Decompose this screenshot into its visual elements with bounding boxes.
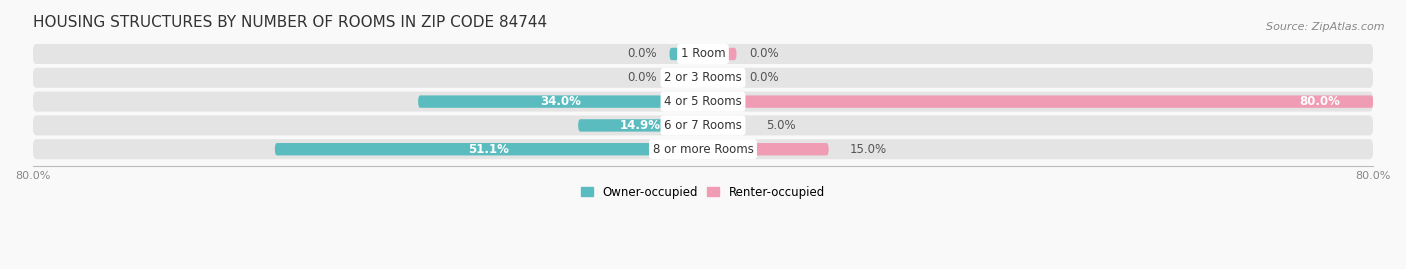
FancyBboxPatch shape — [669, 48, 703, 60]
FancyBboxPatch shape — [669, 72, 703, 84]
FancyBboxPatch shape — [32, 68, 1374, 88]
Text: 0.0%: 0.0% — [749, 71, 779, 84]
Text: HOUSING STRUCTURES BY NUMBER OF ROOMS IN ZIP CODE 84744: HOUSING STRUCTURES BY NUMBER OF ROOMS IN… — [32, 15, 547, 30]
Text: 0.0%: 0.0% — [749, 48, 779, 61]
Text: 5.0%: 5.0% — [766, 119, 796, 132]
Legend: Owner-occupied, Renter-occupied: Owner-occupied, Renter-occupied — [576, 181, 830, 204]
FancyBboxPatch shape — [32, 44, 1374, 64]
FancyBboxPatch shape — [274, 143, 703, 155]
Text: 15.0%: 15.0% — [849, 143, 887, 156]
FancyBboxPatch shape — [703, 72, 737, 84]
FancyBboxPatch shape — [703, 119, 745, 132]
FancyBboxPatch shape — [32, 139, 1374, 159]
Text: 6 or 7 Rooms: 6 or 7 Rooms — [664, 119, 742, 132]
FancyBboxPatch shape — [418, 95, 703, 108]
Text: 0.0%: 0.0% — [627, 48, 657, 61]
Text: 34.0%: 34.0% — [540, 95, 581, 108]
Text: Source: ZipAtlas.com: Source: ZipAtlas.com — [1267, 22, 1385, 31]
FancyBboxPatch shape — [703, 95, 1374, 108]
Text: 51.1%: 51.1% — [468, 143, 509, 156]
FancyBboxPatch shape — [32, 92, 1374, 112]
FancyBboxPatch shape — [32, 115, 1374, 135]
Text: 4 or 5 Rooms: 4 or 5 Rooms — [664, 95, 742, 108]
Text: 8 or more Rooms: 8 or more Rooms — [652, 143, 754, 156]
FancyBboxPatch shape — [703, 48, 737, 60]
Text: 80.0%: 80.0% — [1299, 95, 1340, 108]
FancyBboxPatch shape — [703, 143, 828, 155]
Text: 1 Room: 1 Room — [681, 48, 725, 61]
Text: 2 or 3 Rooms: 2 or 3 Rooms — [664, 71, 742, 84]
FancyBboxPatch shape — [578, 119, 703, 132]
Text: 14.9%: 14.9% — [620, 119, 661, 132]
Text: 0.0%: 0.0% — [627, 71, 657, 84]
